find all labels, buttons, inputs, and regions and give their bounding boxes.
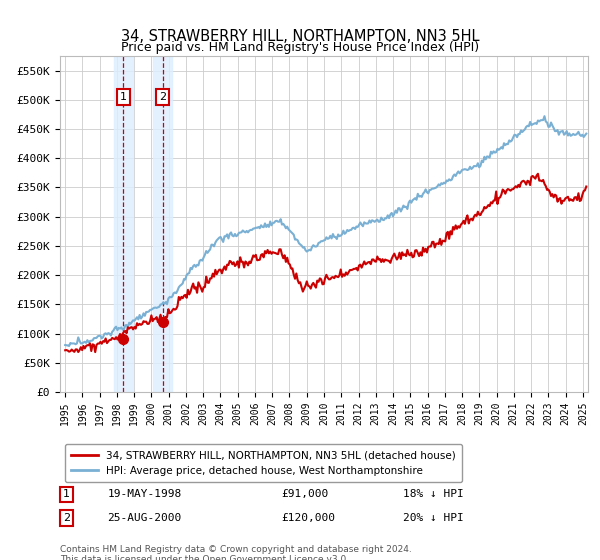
Bar <box>114 56 133 392</box>
Text: 18% ↓ HPI: 18% ↓ HPI <box>403 489 464 500</box>
Text: £91,000: £91,000 <box>282 489 329 500</box>
Text: 1: 1 <box>120 92 127 102</box>
Text: 1: 1 <box>63 489 70 500</box>
Text: 20% ↓ HPI: 20% ↓ HPI <box>403 513 464 523</box>
Text: 19-MAY-1998: 19-MAY-1998 <box>107 489 182 500</box>
Text: 2: 2 <box>159 92 166 102</box>
Text: 2: 2 <box>63 513 70 523</box>
Legend: 34, STRAWBERRY HILL, NORTHAMPTON, NN3 5HL (detached house), HPI: Average price, : 34, STRAWBERRY HILL, NORTHAMPTON, NN3 5H… <box>65 444 462 482</box>
Text: Contains HM Land Registry data © Crown copyright and database right 2024.
This d: Contains HM Land Registry data © Crown c… <box>60 545 412 560</box>
Bar <box>153 56 172 392</box>
Text: Price paid vs. HM Land Registry's House Price Index (HPI): Price paid vs. HM Land Registry's House … <box>121 41 479 54</box>
Text: 25-AUG-2000: 25-AUG-2000 <box>107 513 182 523</box>
Text: 34, STRAWBERRY HILL, NORTHAMPTON, NN3 5HL: 34, STRAWBERRY HILL, NORTHAMPTON, NN3 5H… <box>121 29 479 44</box>
Text: £120,000: £120,000 <box>282 513 336 523</box>
